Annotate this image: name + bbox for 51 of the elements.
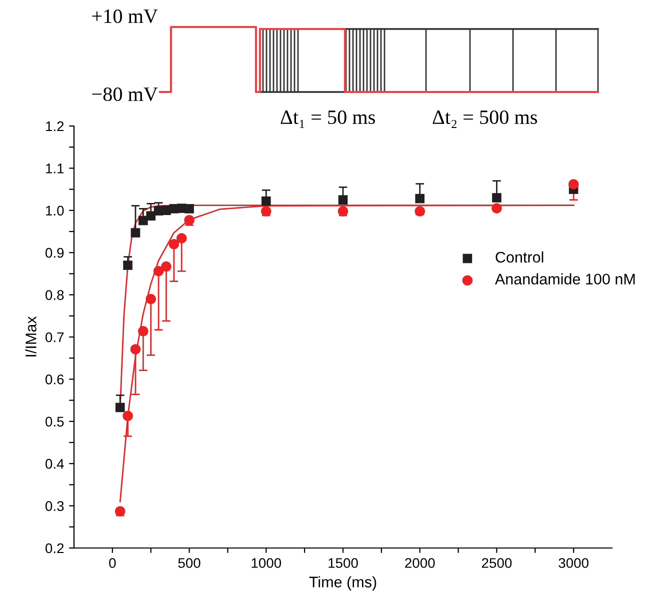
y-tick-label: 0.8 [46, 290, 64, 300]
y-tick-label: 1.2 [46, 121, 64, 132]
point [138, 216, 148, 226]
y-tick-label: 1.1 [46, 164, 64, 174]
x-tick-label: 1500 [328, 558, 358, 568]
point [414, 206, 426, 216]
y-tick-label: 0.2 [46, 543, 64, 554]
point [338, 195, 348, 205]
point [415, 194, 425, 204]
text: −80 mV [92, 87, 158, 102]
y-tick-label: 0.5 [46, 416, 64, 427]
point [130, 228, 140, 238]
legend-label: Anandamide 100 nM [494, 273, 635, 285]
point [114, 506, 126, 516]
point [338, 206, 348, 216]
point [184, 214, 194, 226]
text: +10 mV [92, 9, 158, 24]
y-tick-label: 0.3 [46, 501, 64, 511]
point [122, 410, 133, 422]
x-tick-label: 1000 [252, 558, 282, 568]
y-tick-label: 1.0 [46, 206, 64, 216]
y-tick-label: 0.9 [46, 248, 64, 258]
annotation: Δt₁ = 50 ms [280, 110, 375, 128]
point [146, 294, 156, 304]
point [138, 326, 148, 336]
point [492, 193, 502, 202]
x-tick-label: 500 [178, 558, 200, 568]
point [176, 233, 187, 244]
annotation: Δt₂ = 500 ms [432, 110, 538, 128]
point [492, 203, 502, 214]
x-tick-label: 0 [109, 558, 116, 568]
point [146, 211, 156, 221]
x-tick-label: 2500 [482, 558, 512, 568]
point [123, 260, 132, 270]
y-axis-title: I/IMax [25, 316, 36, 356]
point [115, 402, 125, 412]
x-axis-title: Time (ms) [309, 576, 376, 590]
point [184, 204, 194, 214]
y-tick-label: 0.7 [46, 332, 64, 342]
point [261, 196, 271, 206]
point [168, 239, 180, 250]
x-tick-label: 2000 [405, 558, 435, 568]
x-tick-label: 3000 [558, 558, 588, 568]
point [161, 261, 172, 272]
legend-label: Control [496, 251, 544, 263]
point [568, 179, 579, 190]
y-tick-label: 0.4 [46, 458, 64, 469]
y-tick-label: 0.6 [46, 374, 64, 384]
point [130, 344, 141, 354]
point [260, 206, 272, 216]
point [153, 266, 164, 276]
